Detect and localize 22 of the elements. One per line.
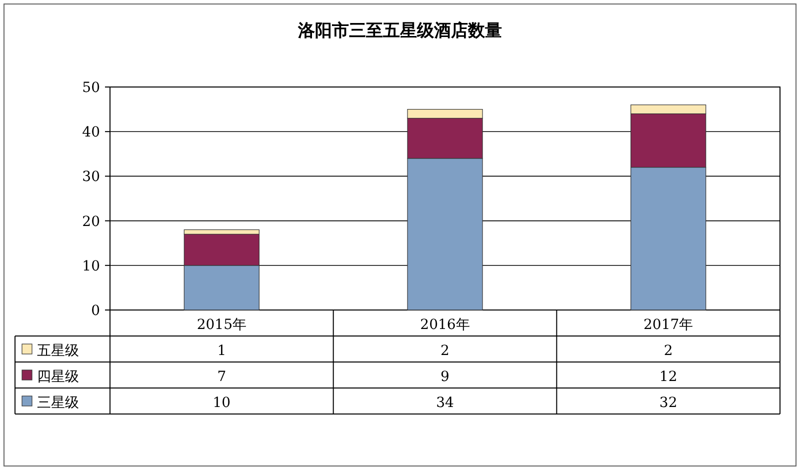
y-tick-label: 0: [91, 303, 100, 319]
data-label: 32: [659, 395, 678, 411]
legend-label: 四星级: [37, 369, 79, 385]
x-tick-label: 2015年: [196, 317, 246, 333]
y-tick-label: 30: [82, 169, 100, 186]
legend-label: 五星级: [37, 343, 79, 359]
data-label: 7: [217, 369, 226, 385]
y-tick-label: 10: [82, 258, 100, 274]
legend-label: 三星级: [37, 395, 79, 411]
chart-title: 洛阳市三至五星级酒店数量: [297, 21, 502, 41]
x-tick-label: 2017年: [644, 317, 694, 333]
data-label: 10: [212, 395, 231, 411]
y-tick-label: 40: [82, 124, 100, 141]
data-label: 9: [440, 369, 450, 385]
data-label: 1: [217, 343, 226, 359]
x-tick-label: 2016年: [420, 317, 470, 333]
data-label: 12: [659, 369, 678, 385]
data-label: 2: [440, 343, 450, 359]
y-tick-label: 20: [82, 214, 100, 230]
data-label: 34: [436, 395, 454, 411]
data-label: 2: [664, 343, 673, 359]
y-tick-label: 50: [82, 80, 100, 96]
